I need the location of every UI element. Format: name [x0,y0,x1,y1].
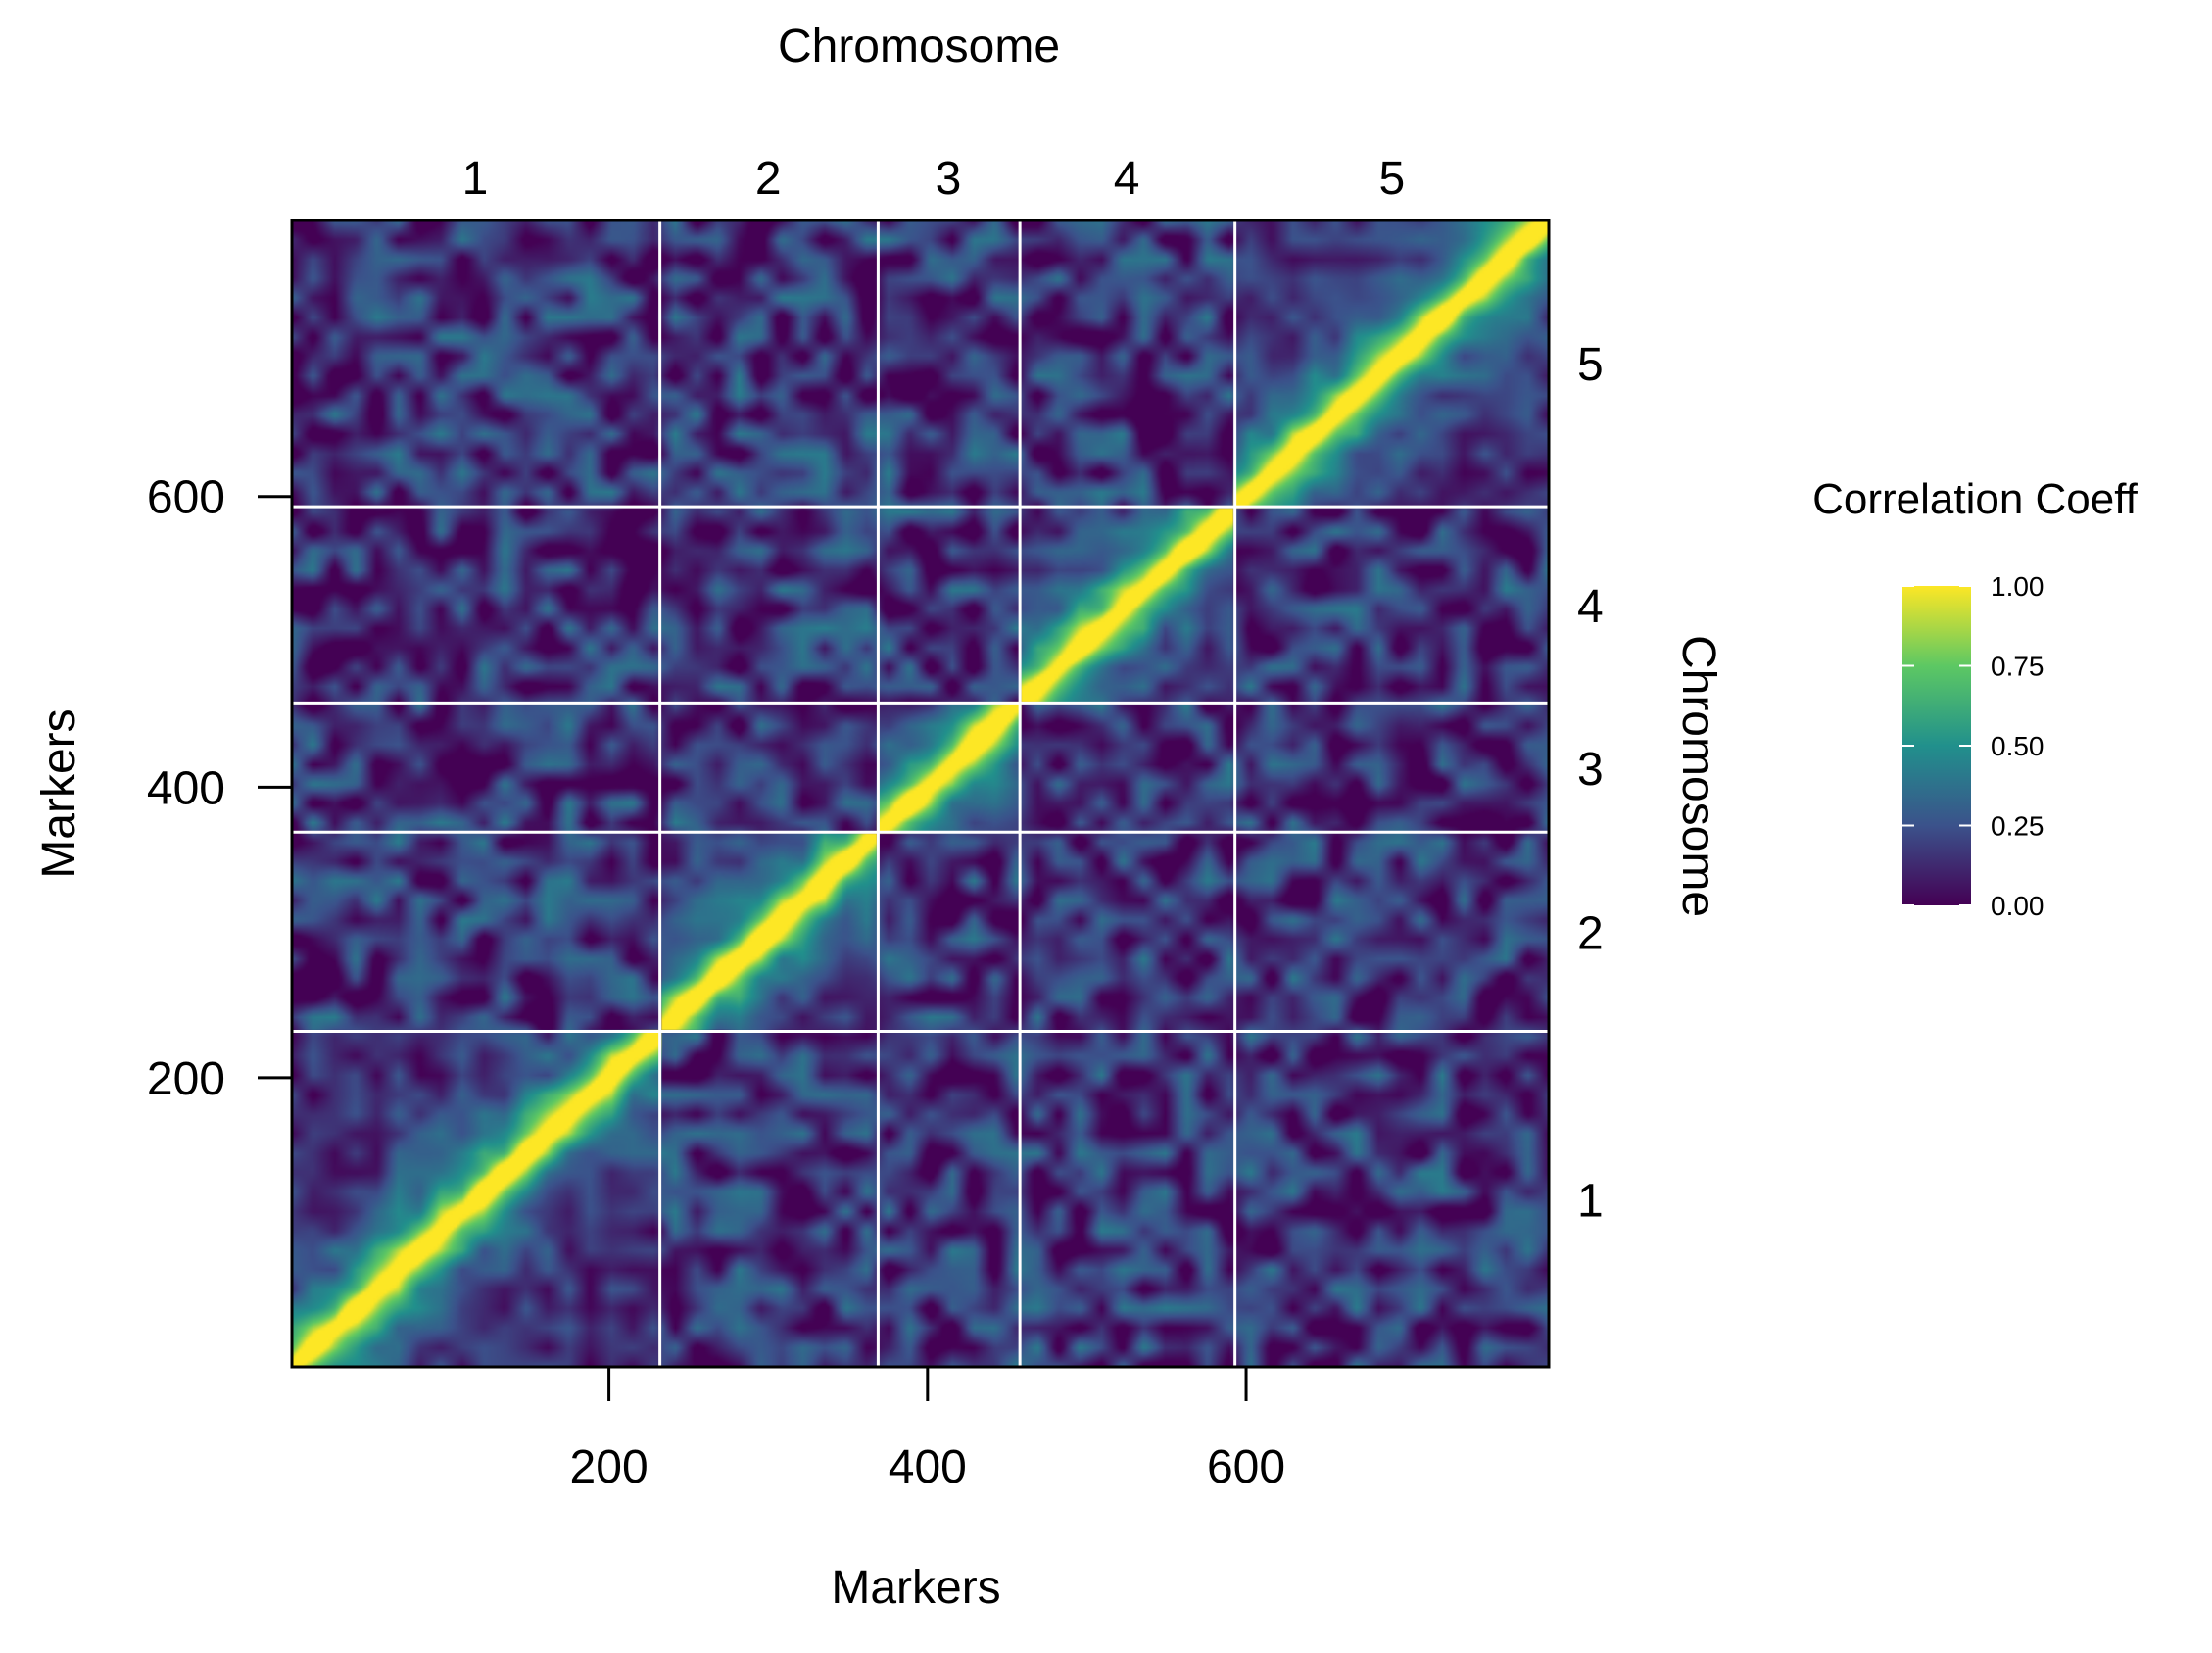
right-chromosome-label: 2 [1577,908,1604,960]
chromosome-boundary-lines [292,220,1549,1367]
right-axis-title: Chromosome [1672,635,1724,917]
right-chromosome-label: 3 [1577,744,1604,796]
top-axis-title: Chromosome [778,21,1060,73]
right-chromosome-label: 5 [1577,339,1604,391]
right-chromosome-label: 4 [1577,581,1604,633]
x-axis-ticks: 200 400 600 [570,1367,1285,1493]
plot-frame [290,219,1551,1369]
y-axis-title: Markers [33,708,85,878]
top-chromosome-label: 2 [755,153,782,205]
legend-tick-label: 0.50 [1991,731,2044,761]
x-tick-label: 200 [570,1441,649,1493]
x-tick-label: 600 [1207,1441,1285,1493]
colorbar-legend: Correlation Coeff 1.00 0.75 0.50 0.25 0.00 [1812,475,2139,921]
right-chromosome-labels: 1 2 3 4 5 [1577,339,1604,1227]
top-chromosome-label: 3 [936,153,962,205]
legend-tick-label: 1.00 [1991,571,2044,602]
y-tick-label: 400 [147,762,225,814]
legend-title: Correlation Coeff [1812,475,2139,523]
x-axis-title: Markers [831,1562,1000,1614]
x-tick-label: 400 [889,1441,967,1493]
y-tick-label: 600 [147,472,225,524]
legend-tick-label: 0.25 [1991,811,2044,842]
top-chromosome-label: 1 [462,153,489,205]
y-tick-label: 200 [147,1053,225,1105]
top-chromosome-label: 5 [1378,153,1405,205]
y-axis-ticks: 200 400 600 [147,472,292,1105]
colorbar-ticks: 1.00 0.75 0.50 0.25 0.00 [1902,571,2044,921]
heatmap-cells [292,220,1549,1367]
right-chromosome-label: 1 [1577,1175,1604,1227]
legend-tick-label: 0.00 [1991,891,2044,921]
legend-tick-label: 0.75 [1991,652,2044,682]
top-chromosome-label: 4 [1114,153,1140,205]
top-chromosome-labels: 1 2 3 4 5 [462,153,1406,205]
heatmap-plot-area [290,219,1551,1369]
